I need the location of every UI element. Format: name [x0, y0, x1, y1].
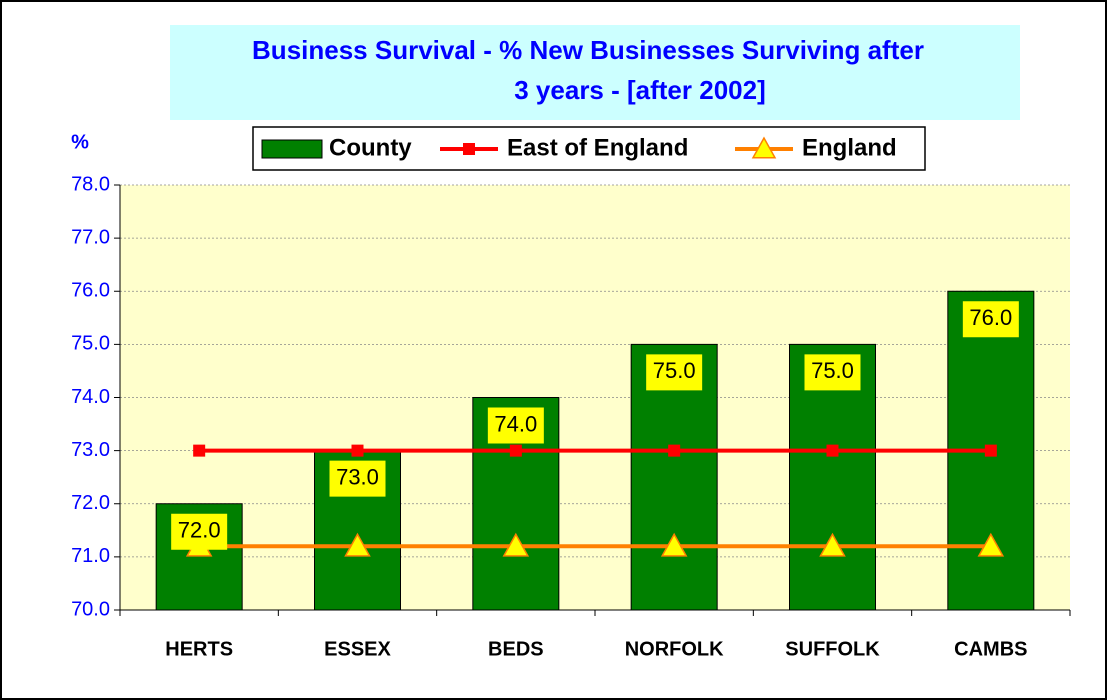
data-label: 76.0: [969, 305, 1012, 330]
x-tick-label: SUFFOLK: [785, 638, 880, 660]
legend-label: England: [802, 134, 897, 161]
data-label-box: [171, 513, 228, 550]
legend-swatch: [261, 139, 323, 159]
marker: [509, 444, 522, 457]
marker: [502, 532, 530, 557]
plot-area: [120, 185, 1070, 610]
data-label: 74.0: [494, 411, 537, 436]
x-tick-label: ESSEX: [324, 638, 391, 660]
legend-box: [252, 126, 926, 171]
y-tick-label: 75.0: [71, 333, 110, 355]
data-label: 72.0: [178, 518, 221, 543]
marker: [193, 444, 206, 457]
data-label: 75.0: [653, 358, 696, 383]
data-label-box: [487, 407, 544, 444]
legend-label: County: [329, 134, 412, 161]
marker: [826, 444, 839, 457]
y-tick-label: 74.0: [71, 386, 110, 408]
data-label-box: [962, 301, 1019, 338]
marker: [351, 444, 364, 457]
marker: [344, 532, 371, 557]
y-tick-label: 78.0: [71, 173, 110, 195]
y-tick-label: 72.0: [71, 492, 110, 514]
legend-marker: [463, 143, 475, 155]
marker: [660, 532, 688, 557]
data-label: 73.0: [336, 464, 379, 489]
x-tick-label: CAMBS: [954, 638, 1027, 660]
marker: [977, 532, 1005, 557]
x-tick-label: HERTS: [165, 638, 233, 660]
y-tick-label: 70.0: [71, 598, 110, 620]
y-tick-label: 76.0: [71, 280, 110, 302]
marker: [984, 444, 997, 457]
x-tick-label: NORFOLK: [625, 638, 724, 660]
y-tick-label: 71.0: [71, 545, 110, 567]
marker: [819, 532, 846, 557]
data-label-box: [646, 354, 703, 391]
title-box: [170, 25, 1020, 120]
data-label: 75.0: [811, 358, 854, 383]
data-label-box: [329, 460, 386, 497]
legend-label: East of England: [507, 134, 688, 161]
chart-title: Business Survival - % New Businesses Sur…: [252, 35, 924, 65]
data-label-box: [804, 354, 861, 391]
legend-marker: [751, 136, 777, 159]
y-axis-label: %: [71, 131, 89, 153]
y-tick-label: 73.0: [71, 439, 110, 461]
chart-title: 3 years - [after 2002]: [514, 75, 765, 105]
y-tick-label: 77.0: [71, 226, 110, 248]
marker: [668, 444, 681, 457]
x-tick-label: BEDS: [488, 638, 544, 660]
